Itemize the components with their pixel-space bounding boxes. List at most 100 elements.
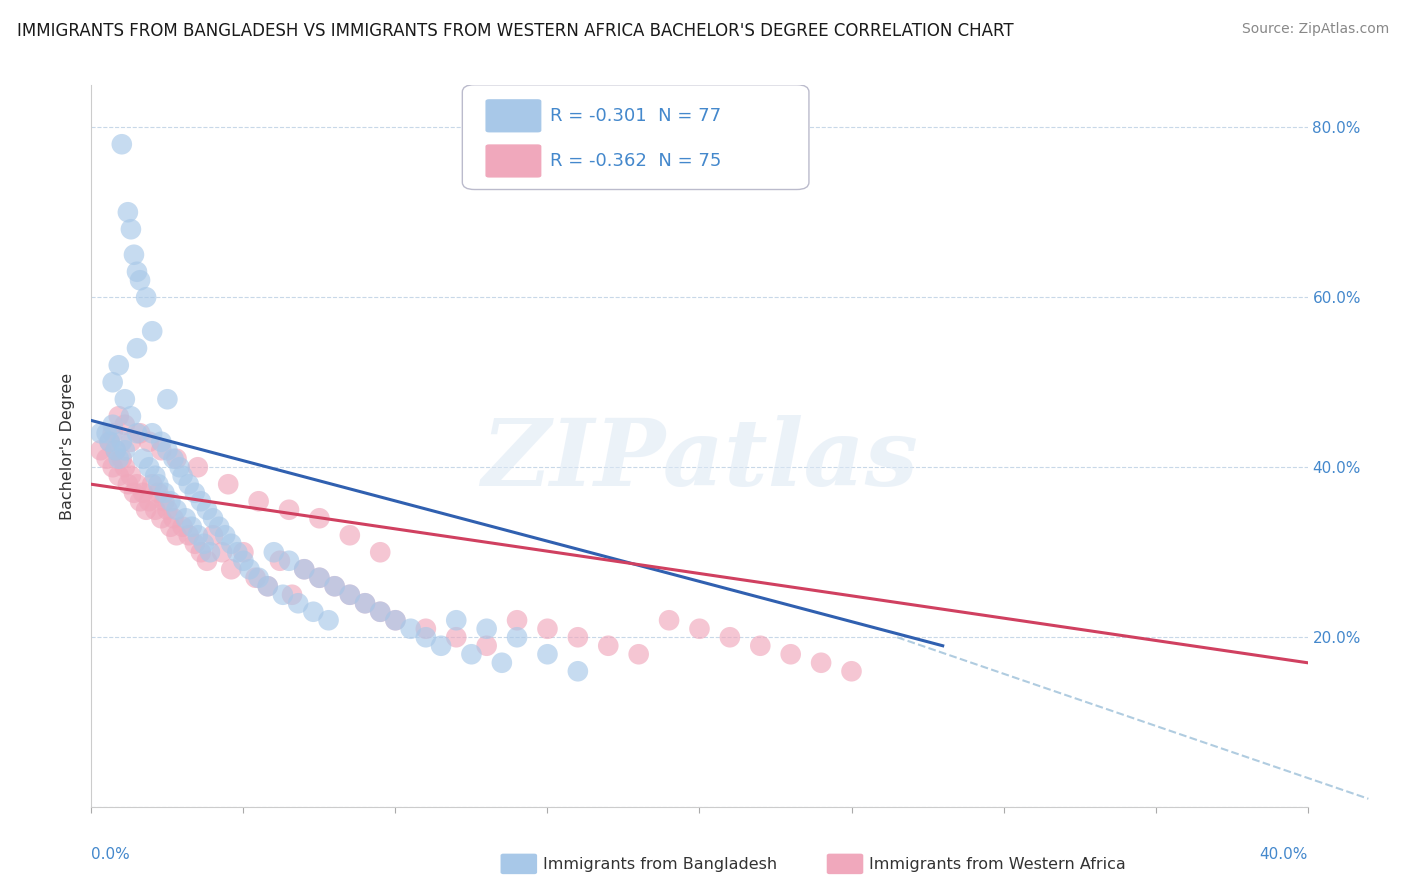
FancyBboxPatch shape: [827, 854, 863, 874]
Point: [141, 324, 163, 338]
Point: [323, 579, 346, 593]
Point: [172, 520, 194, 534]
Point: [138, 434, 160, 449]
Point: [318, 613, 340, 627]
Point: [117, 477, 139, 491]
Point: [281, 588, 304, 602]
Point: [135, 290, 157, 304]
Point: [256, 579, 278, 593]
Point: [89, 426, 111, 441]
FancyBboxPatch shape: [485, 99, 541, 132]
Point: [354, 596, 377, 610]
Point: [187, 460, 209, 475]
Point: [156, 392, 179, 407]
Point: [150, 434, 173, 449]
Point: [368, 545, 391, 559]
Point: [107, 358, 129, 372]
Point: [308, 511, 330, 525]
Point: [148, 477, 170, 491]
Point: [89, 443, 111, 458]
Point: [292, 562, 315, 576]
Point: [96, 451, 118, 466]
Point: [120, 468, 142, 483]
Point: [536, 622, 558, 636]
Point: [219, 562, 242, 576]
Point: [104, 443, 127, 458]
Point: [111, 451, 134, 466]
Point: [269, 554, 291, 568]
Point: [101, 460, 124, 475]
FancyBboxPatch shape: [501, 854, 537, 874]
Point: [187, 528, 209, 542]
Point: [219, 537, 242, 551]
Point: [247, 571, 270, 585]
Point: [96, 426, 118, 441]
Point: [180, 520, 202, 534]
Point: [138, 494, 160, 508]
Point: [166, 502, 188, 516]
Point: [174, 511, 197, 525]
Point: [202, 511, 225, 525]
Point: [114, 443, 136, 458]
Point: [156, 502, 179, 516]
Point: [627, 647, 650, 661]
Text: R = -0.301  N = 77: R = -0.301 N = 77: [550, 107, 721, 125]
Text: Immigrants from Bangladesh: Immigrants from Bangladesh: [543, 857, 778, 871]
Point: [125, 341, 148, 355]
Point: [368, 605, 391, 619]
Point: [217, 477, 239, 491]
Point: [98, 434, 121, 449]
Point: [247, 494, 270, 508]
FancyBboxPatch shape: [463, 85, 808, 189]
Point: [567, 630, 589, 644]
Point: [193, 537, 215, 551]
Point: [384, 613, 406, 627]
Point: [129, 273, 152, 287]
Point: [195, 502, 218, 516]
Point: [415, 622, 437, 636]
Point: [169, 460, 191, 475]
Point: [198, 545, 221, 559]
Text: IMMIGRANTS FROM BANGLADESH VS IMMIGRANTS FROM WESTERN AFRICA BACHELOR'S DEGREE C: IMMIGRANTS FROM BANGLADESH VS IMMIGRANTS…: [17, 22, 1014, 40]
Point: [278, 554, 301, 568]
Point: [308, 571, 330, 585]
Point: [150, 511, 173, 525]
Point: [107, 451, 129, 466]
Text: R = -0.362  N = 75: R = -0.362 N = 75: [550, 152, 721, 170]
Point: [117, 205, 139, 219]
Point: [749, 639, 772, 653]
Point: [125, 426, 148, 441]
Point: [114, 392, 136, 407]
Point: [114, 417, 136, 432]
Point: [211, 545, 233, 559]
Point: [536, 647, 558, 661]
Point: [339, 528, 361, 542]
Point: [177, 528, 200, 542]
Point: [506, 613, 529, 627]
Point: [323, 579, 346, 593]
Point: [779, 647, 801, 661]
Point: [120, 222, 142, 236]
Point: [162, 511, 184, 525]
Point: [368, 605, 391, 619]
Point: [101, 417, 124, 432]
Point: [444, 613, 467, 627]
Point: [143, 502, 166, 516]
Point: [125, 477, 148, 491]
FancyBboxPatch shape: [485, 145, 541, 178]
Point: [166, 528, 188, 542]
Text: ZIPatlas: ZIPatlas: [481, 416, 918, 506]
Point: [132, 451, 155, 466]
Point: [150, 443, 173, 458]
Point: [506, 630, 529, 644]
Point: [190, 494, 212, 508]
Point: [111, 434, 134, 449]
Text: Immigrants from Western Africa: Immigrants from Western Africa: [869, 857, 1126, 871]
Point: [184, 537, 207, 551]
Point: [153, 494, 176, 508]
Point: [129, 426, 152, 441]
Point: [491, 656, 513, 670]
Point: [658, 613, 681, 627]
Text: 0.0%: 0.0%: [91, 847, 131, 862]
Point: [172, 468, 194, 483]
